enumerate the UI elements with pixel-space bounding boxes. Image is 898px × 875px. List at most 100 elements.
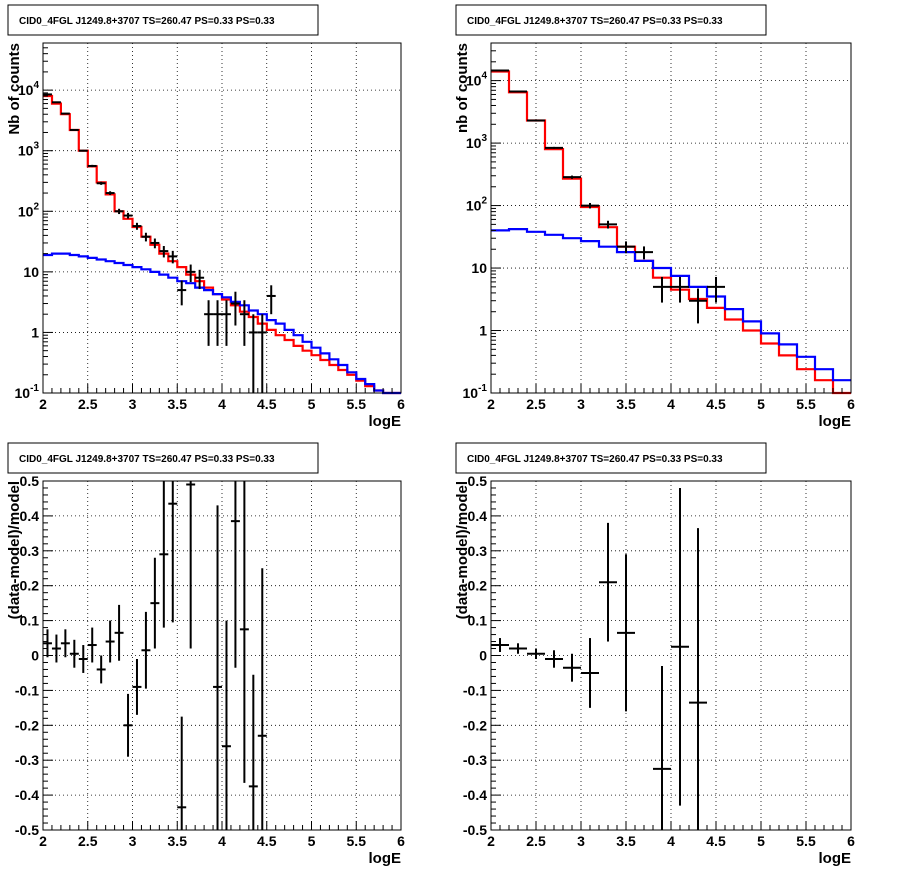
y-tick-label: -0.4 xyxy=(15,787,39,803)
data-point xyxy=(105,620,115,663)
x-tick-label: 4.5 xyxy=(257,396,277,412)
data-point xyxy=(527,648,545,659)
y-axis-title: nb of counts xyxy=(454,43,471,133)
y-tick-label-exponent: 3 xyxy=(33,141,39,152)
x-axis-title: logE xyxy=(819,413,852,430)
chart-title: CID0_4FGL J1249.8+3707 TS=260.47 PS=0.33… xyxy=(467,454,723,465)
data-point xyxy=(177,716,187,830)
data-point xyxy=(213,505,222,830)
x-tick-label: 5 xyxy=(308,396,316,412)
x-tick-label: 4.5 xyxy=(706,396,726,412)
y-tick-label-exponent: 2 xyxy=(481,196,487,207)
data-point xyxy=(527,119,545,122)
model-step-line-0 xyxy=(43,94,401,395)
x-tick-label: 3.5 xyxy=(616,833,636,849)
y-tick-label: 0.5 xyxy=(468,473,488,489)
data-point xyxy=(707,276,725,303)
chart-pad-bl: CID0_4FGL J1249.8+3707 TS=260.47 PS=0.33… xyxy=(6,442,405,867)
y-tick-label: 0.1 xyxy=(20,613,40,629)
data-point xyxy=(123,693,133,757)
y-tick-label: 102 xyxy=(466,196,488,214)
data-point xyxy=(69,128,79,131)
x-tick-label: 3.5 xyxy=(168,396,188,412)
y-tick-label: 1 xyxy=(31,324,39,340)
data-point xyxy=(123,212,133,219)
data-point xyxy=(150,238,160,249)
data-point xyxy=(114,604,124,661)
data-point xyxy=(491,638,509,653)
data-point xyxy=(617,554,635,712)
y-tick-label: -0.5 xyxy=(15,822,39,838)
x-axis-title: logE xyxy=(819,850,852,867)
y-tick-label: 0.1 xyxy=(468,613,488,629)
y-tick-label-base: 10 xyxy=(18,203,34,219)
data-point xyxy=(248,674,258,830)
data-point xyxy=(60,112,70,115)
data-point xyxy=(671,487,689,806)
data-point xyxy=(150,557,160,649)
y-tick-label-base: 1 xyxy=(31,324,39,340)
y-tick-label: 10 xyxy=(471,260,487,276)
x-tick-label: 2 xyxy=(39,396,47,412)
y-tick-label: -0.4 xyxy=(463,787,487,803)
data-point xyxy=(159,246,169,258)
x-tick-label: 5 xyxy=(308,833,316,849)
x-tick-label: 3.5 xyxy=(168,833,188,849)
title-box xyxy=(7,4,319,36)
x-axis-title: logE xyxy=(369,413,402,430)
y-tick-label: 0 xyxy=(31,648,39,664)
data-point xyxy=(230,481,240,668)
data-point xyxy=(689,528,707,830)
data-point xyxy=(545,650,563,668)
title-box xyxy=(7,442,319,474)
data-point xyxy=(177,280,187,306)
y-tick-label: 0.2 xyxy=(20,578,40,594)
y-tick-label: -0.3 xyxy=(15,752,39,768)
y-tick-label: 102 xyxy=(18,201,40,219)
data-point xyxy=(689,288,707,324)
grid xyxy=(491,43,851,393)
x-tick-label: 5.5 xyxy=(796,396,816,412)
y-tick-label: 104 xyxy=(18,80,40,98)
data-point xyxy=(51,101,61,104)
data-point xyxy=(563,653,581,682)
y-tick-label-exponent: 4 xyxy=(481,71,487,82)
data-point xyxy=(230,291,240,326)
data-point xyxy=(43,629,52,658)
grid xyxy=(491,481,851,830)
y-tick-label: 0.3 xyxy=(468,543,488,559)
y-tick-label-exponent: 2 xyxy=(33,201,39,212)
y-tick-label: 104 xyxy=(466,71,488,89)
y-tick-label: -0.5 xyxy=(463,822,487,838)
data-point xyxy=(653,276,671,303)
data-point xyxy=(43,93,52,96)
chart-pad-br: CID0_4FGL J1249.8+3707 TS=260.47 PS=0.33… xyxy=(454,442,855,867)
y-tick-label: 0.4 xyxy=(20,508,40,524)
data-point xyxy=(222,620,231,830)
y-tick-label: -0.1 xyxy=(463,682,487,698)
data-point xyxy=(186,264,196,282)
data-point xyxy=(141,232,151,242)
x-tick-label: 3 xyxy=(129,396,137,412)
model-step-line-0 xyxy=(491,70,851,395)
data-point xyxy=(96,655,106,684)
y-tick-label: 0.5 xyxy=(20,473,40,489)
y-tick-label-exponent: 4 xyxy=(33,80,39,91)
y-tick-label: 103 xyxy=(466,133,488,151)
data-point xyxy=(213,300,222,346)
y-tick-label: -0.3 xyxy=(463,752,487,768)
x-tick-label: 6 xyxy=(397,396,405,412)
y-tick-label-exponent: -1 xyxy=(30,383,39,394)
x-tick-label: 6 xyxy=(397,833,405,849)
y-tick-label: -0.2 xyxy=(463,717,487,733)
y-tick-label-base: 10 xyxy=(466,135,482,151)
y-tick-label: 10-1 xyxy=(463,383,488,401)
y-tick-label: 0.3 xyxy=(20,543,40,559)
data-point xyxy=(617,241,635,254)
data-point xyxy=(239,300,249,346)
x-tick-label: 4 xyxy=(218,396,226,412)
x-tick-label: 5 xyxy=(757,396,765,412)
x-tick-label: 2.5 xyxy=(78,833,98,849)
title-box xyxy=(455,442,767,474)
data-point xyxy=(132,658,142,715)
